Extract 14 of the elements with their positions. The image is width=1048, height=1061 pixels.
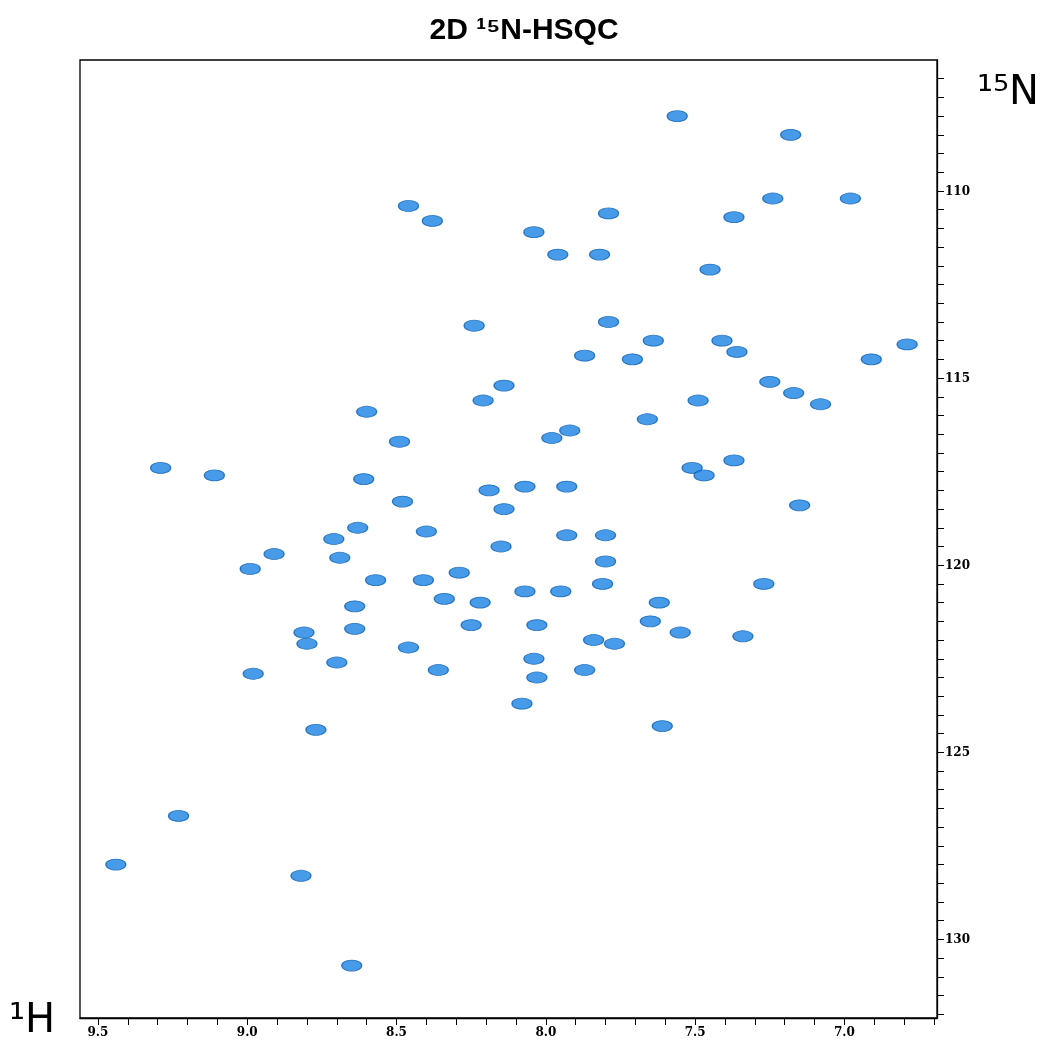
chart-title: 2D ¹⁵N-HSQC (429, 11, 619, 45)
x-tick-label: 9.0 (236, 1025, 258, 1039)
x-tick-label: 9.5 (87, 1025, 109, 1039)
x-tick-label: 7.0 (833, 1025, 855, 1039)
y-tick-label: 110 (945, 183, 971, 198)
x-tick-label: 8.5 (386, 1025, 407, 1039)
x-axis-title: ¹H (8, 995, 55, 1041)
y-axis-title: ¹⁵N (977, 67, 1039, 113)
x-tick-label: 8.0 (535, 1025, 557, 1039)
y-tick-label: 125 (945, 745, 971, 760)
x-tick-label: 7.5 (684, 1025, 706, 1039)
y-tick-label: 115 (945, 371, 971, 386)
y-tick-label: 130 (945, 932, 971, 947)
y-tick-label: 120 (945, 558, 971, 573)
